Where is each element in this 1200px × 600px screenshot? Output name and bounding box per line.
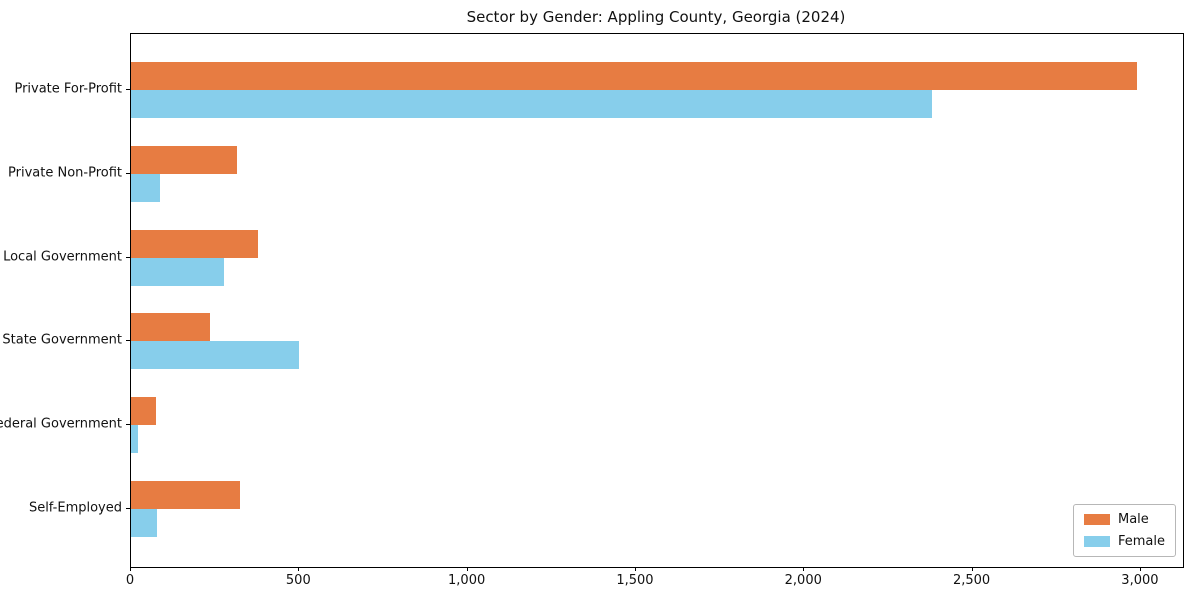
bar-female-self-employed <box>131 509 157 537</box>
x-tick-label: 2,500 <box>952 573 991 588</box>
bar-male-federal-government <box>131 397 156 426</box>
legend-swatch-female <box>1083 536 1110 547</box>
bar-female-state-government <box>131 341 299 370</box>
y-tick-label-private-non-profit: Private Non-Profit <box>8 165 122 181</box>
x-tick-mark <box>298 567 300 571</box>
y-tick-label-federal-government: Federal Government <box>0 416 122 432</box>
bar-male-state-government <box>131 313 211 342</box>
bar-female-local-government <box>131 257 225 286</box>
legend-label-male: Male <box>1117 512 1149 527</box>
x-tick-mark <box>1139 567 1141 571</box>
x-tick-label: 0 <box>125 573 135 588</box>
x-tick-mark <box>466 567 468 571</box>
x-tick-label: 500 <box>285 573 311 588</box>
bar-male-self-employed <box>131 481 241 509</box>
x-tick-mark <box>130 567 131 571</box>
y-tick-label-self-employed: Self-Employed <box>28 500 122 516</box>
legend-label-female: Female <box>1117 534 1165 549</box>
y-tick-mark <box>126 172 130 174</box>
y-tick-mark <box>126 508 130 509</box>
plot-area: Male Female <box>130 33 1184 568</box>
bar-male-private-non-profit <box>131 145 238 174</box>
x-tick-mark <box>634 567 636 571</box>
bar-female-federal-government <box>131 425 139 454</box>
x-tick-label: 3,000 <box>1121 573 1159 588</box>
bar-female-private-non-profit <box>131 173 160 202</box>
legend-row-female: Female <box>1083 534 1165 549</box>
y-tick-mark <box>126 340 130 342</box>
bar-male-local-government <box>131 229 258 258</box>
x-tick-mark <box>971 567 973 571</box>
y-tick-mark <box>126 424 130 426</box>
y-tick-label-private-for-profit: Private For-Profit <box>14 81 122 97</box>
y-tick-label-state-government: State Government <box>2 332 122 348</box>
chart-title: Sector by Gender: Appling County, Georgi… <box>466 8 846 26</box>
x-tick-label: 1,500 <box>616 573 654 588</box>
bar-male-private-for-profit <box>131 62 1137 90</box>
x-tick-label: 1,000 <box>448 573 486 588</box>
y-tick-mark <box>126 89 130 90</box>
y-tick-label-local-government: Local Government <box>3 249 122 265</box>
x-tick-label: 2,000 <box>784 573 822 588</box>
legend: Male Female <box>1072 504 1176 557</box>
legend-row-male: Male <box>1083 512 1165 527</box>
legend-swatch-male <box>1083 514 1110 525</box>
x-tick-mark <box>803 567 805 571</box>
bar-female-private-for-profit <box>131 90 932 118</box>
y-tick-mark <box>126 256 130 258</box>
